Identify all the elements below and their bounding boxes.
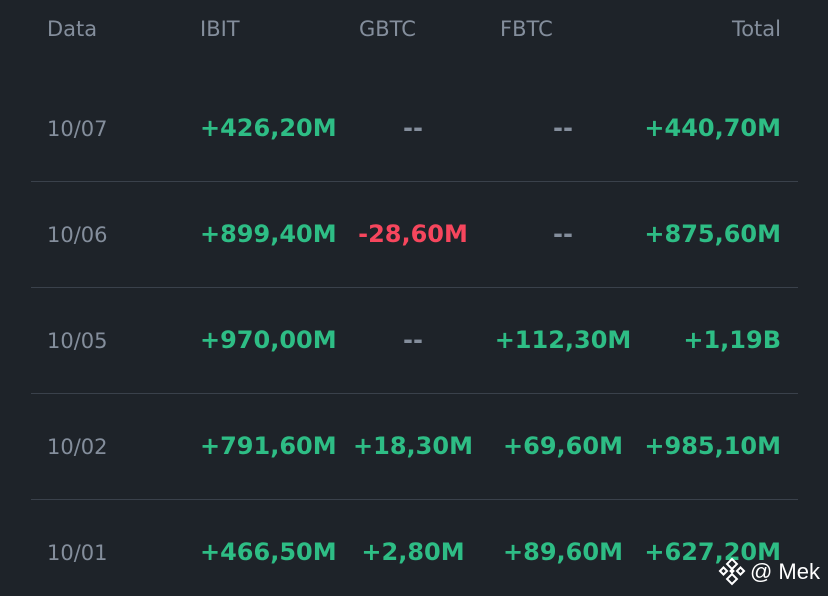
row-fbtc-value: --: [553, 114, 573, 142]
row-gbtc-value: +2,80M: [361, 538, 465, 566]
row-gbtc-value: +18,30M: [353, 432, 473, 460]
row-total-value: +985,10M: [644, 432, 781, 460]
row-fbtc-value: --: [553, 220, 573, 248]
watermark-text: @ Mek: [749, 559, 820, 584]
row-total-value: +1,19B: [683, 326, 781, 354]
row-gbtc-value: --: [403, 114, 423, 142]
row-ibit-value: +970,00M: [200, 326, 337, 354]
table-row: 10/01 +466,50M +2,80M +89,60M +627,20M: [0, 500, 828, 596]
row-fbtc-value: +89,60M: [503, 538, 623, 566]
row-divider: [31, 181, 798, 182]
row-divider: [31, 393, 798, 394]
row-ibit-value: +466,50M: [200, 538, 337, 566]
row-ibit-value: +791,60M: [200, 432, 337, 460]
row-date: 10/06: [47, 223, 108, 247]
row-total-value: +440,70M: [644, 114, 781, 142]
row-gbtc-value: -28,60M: [358, 220, 468, 248]
row-divider: [31, 499, 798, 500]
header-fbtc: FBTC: [500, 17, 553, 41]
row-total-value: +627,20M: [644, 538, 781, 566]
header-date: Data: [47, 17, 98, 41]
row-divider: [31, 287, 798, 288]
table-row: 10/05 +970,00M -- +112,30M +1,19B: [0, 288, 828, 394]
row-date: 10/02: [47, 435, 108, 459]
row-ibit-value: +899,40M: [200, 220, 337, 248]
row-gbtc-value: --: [403, 326, 423, 354]
row-total-value: +875,60M: [644, 220, 781, 248]
header-gbtc: GBTC: [359, 17, 416, 41]
row-fbtc-value: +112,30M: [494, 326, 632, 354]
table-header: Data IBIT GBTC FBTC Total: [0, 0, 828, 60]
header-total: Total: [731, 17, 781, 41]
header-ibit: IBIT: [200, 17, 240, 41]
table-row: 10/07 +426,20M -- -- +440,70M: [0, 75, 828, 181]
binance-logo-icon: [718, 558, 746, 586]
row-date: 10/05: [47, 329, 108, 353]
watermark: @ Mek: [718, 558, 820, 586]
row-date: 10/01: [47, 541, 108, 565]
table-row: 10/06 +899,40M -28,60M -- +875,60M: [0, 182, 828, 288]
row-ibit-value: +426,20M: [200, 114, 337, 142]
row-fbtc-value: +69,60M: [503, 432, 623, 460]
row-date: 10/07: [47, 117, 108, 141]
table-row: 10/02 +791,60M +18,30M +69,60M +985,10M: [0, 394, 828, 500]
